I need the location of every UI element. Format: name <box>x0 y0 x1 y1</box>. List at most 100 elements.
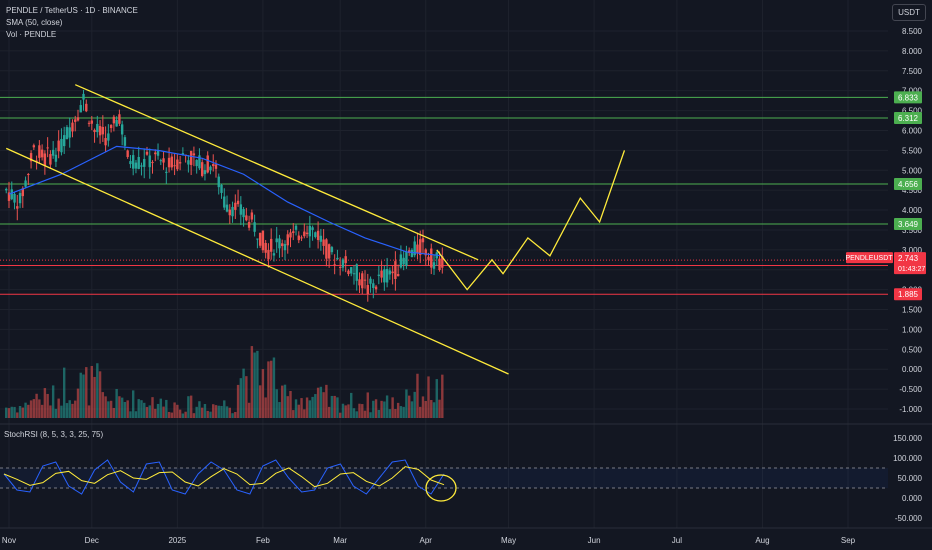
price-tick-label: 3.500 <box>902 226 923 235</box>
volume-bar <box>374 399 378 418</box>
candle-body <box>344 256 347 264</box>
candle-body <box>427 256 430 260</box>
time-axis[interactable]: Nov Dec 2025 Feb Mar Apr May Jun Jul Aug Sep <box>2 536 856 545</box>
volume-bar <box>16 412 19 418</box>
volume-bar <box>319 386 323 418</box>
volume-bar <box>120 397 124 418</box>
time-tick-label: Dec <box>85 536 99 545</box>
candle-body <box>192 153 196 156</box>
volume-bar <box>148 405 151 418</box>
candle-body <box>165 171 168 173</box>
candle-body <box>402 257 405 265</box>
volume-bar <box>363 410 367 418</box>
candle-body <box>234 202 237 210</box>
price-tick-label: 7.000 <box>902 87 923 96</box>
volume-bar <box>206 410 209 418</box>
candle-body <box>336 257 339 260</box>
volume-bar <box>245 376 248 418</box>
volume-bar <box>49 405 52 418</box>
candle-body <box>189 150 193 165</box>
volume-bar <box>283 384 287 418</box>
stochrsi-highlight-circle <box>425 474 457 502</box>
volume-bar <box>303 409 306 418</box>
volume-bar <box>82 374 85 418</box>
price-tick-label: 7.500 <box>902 67 923 76</box>
candle-body <box>338 266 342 268</box>
volume-bar <box>261 369 265 418</box>
candle-body <box>303 231 306 237</box>
candle-body <box>278 238 281 249</box>
candle-body <box>239 204 243 215</box>
volume-bar <box>385 395 389 418</box>
volume-bar <box>68 400 71 418</box>
volume-bar <box>242 368 245 418</box>
volume-bar <box>173 402 176 418</box>
candle-body <box>104 138 107 146</box>
candle-body <box>322 239 325 246</box>
candle-body <box>380 270 383 278</box>
price-tick-label: 8.500 <box>902 27 923 36</box>
candle-body <box>46 147 49 149</box>
candle-body <box>385 268 389 283</box>
candle-body <box>187 160 190 165</box>
price-axis[interactable]: 8.500 8.000 7.500 7.000 6.500 6.000 5.500 5.000… <box>893 27 922 523</box>
volume-bar <box>405 389 408 418</box>
channel-line <box>5 147 509 375</box>
volume-bar <box>29 400 33 418</box>
volume-bar <box>322 392 325 418</box>
volume-bar <box>264 397 267 418</box>
projection-path <box>436 150 626 291</box>
candle-body <box>410 249 414 258</box>
candle-body <box>256 238 259 240</box>
candle-body <box>242 209 245 218</box>
candle-body <box>341 259 345 268</box>
volume-bar <box>198 401 201 418</box>
price-tick-label: 1.000 <box>902 325 923 334</box>
currency-button[interactable]: USDT <box>892 4 926 21</box>
volume-bar <box>427 376 430 418</box>
candle-body <box>178 162 182 164</box>
volume-bar <box>54 408 58 418</box>
volume-bar <box>154 408 157 418</box>
volume-bar <box>13 406 16 418</box>
price-tick-label: 6.000 <box>902 126 923 135</box>
candle-body <box>10 189 13 200</box>
candle-body <box>212 164 215 167</box>
volume-bar <box>170 412 174 418</box>
candle-body <box>294 225 298 230</box>
volume-bar <box>344 405 347 418</box>
level-tag-label: 3.649 <box>898 220 919 229</box>
candle-body <box>269 238 273 252</box>
candle-body <box>167 157 171 168</box>
volume-bar <box>247 402 251 418</box>
volume-bar <box>377 409 381 418</box>
volume-bar <box>269 360 273 418</box>
candle-body <box>319 235 323 242</box>
candle-body <box>264 242 267 253</box>
current-price-tag <box>894 252 926 275</box>
candle-body <box>98 125 102 136</box>
volume-bar <box>314 394 317 418</box>
candle-body <box>170 156 174 168</box>
volume-bar <box>10 406 13 418</box>
candle-body <box>129 161 132 165</box>
volume-bar <box>275 389 278 418</box>
candle-body <box>308 225 312 237</box>
volume-bar <box>65 403 69 418</box>
candle-body <box>416 244 419 254</box>
candle-body <box>292 231 295 233</box>
price-tick-label: 8.000 <box>902 47 923 56</box>
volume-bar <box>228 407 231 418</box>
candle-body <box>347 270 350 275</box>
candle-body <box>134 162 138 169</box>
candle-body <box>62 135 66 147</box>
volume-bar <box>118 396 121 418</box>
volume-bar <box>126 400 129 418</box>
candle-body <box>413 241 416 256</box>
candle-body <box>250 212 254 220</box>
time-tick-label: May <box>501 536 516 545</box>
volume-bar <box>366 392 369 418</box>
candle-body <box>151 162 154 164</box>
candle-body <box>87 122 91 124</box>
